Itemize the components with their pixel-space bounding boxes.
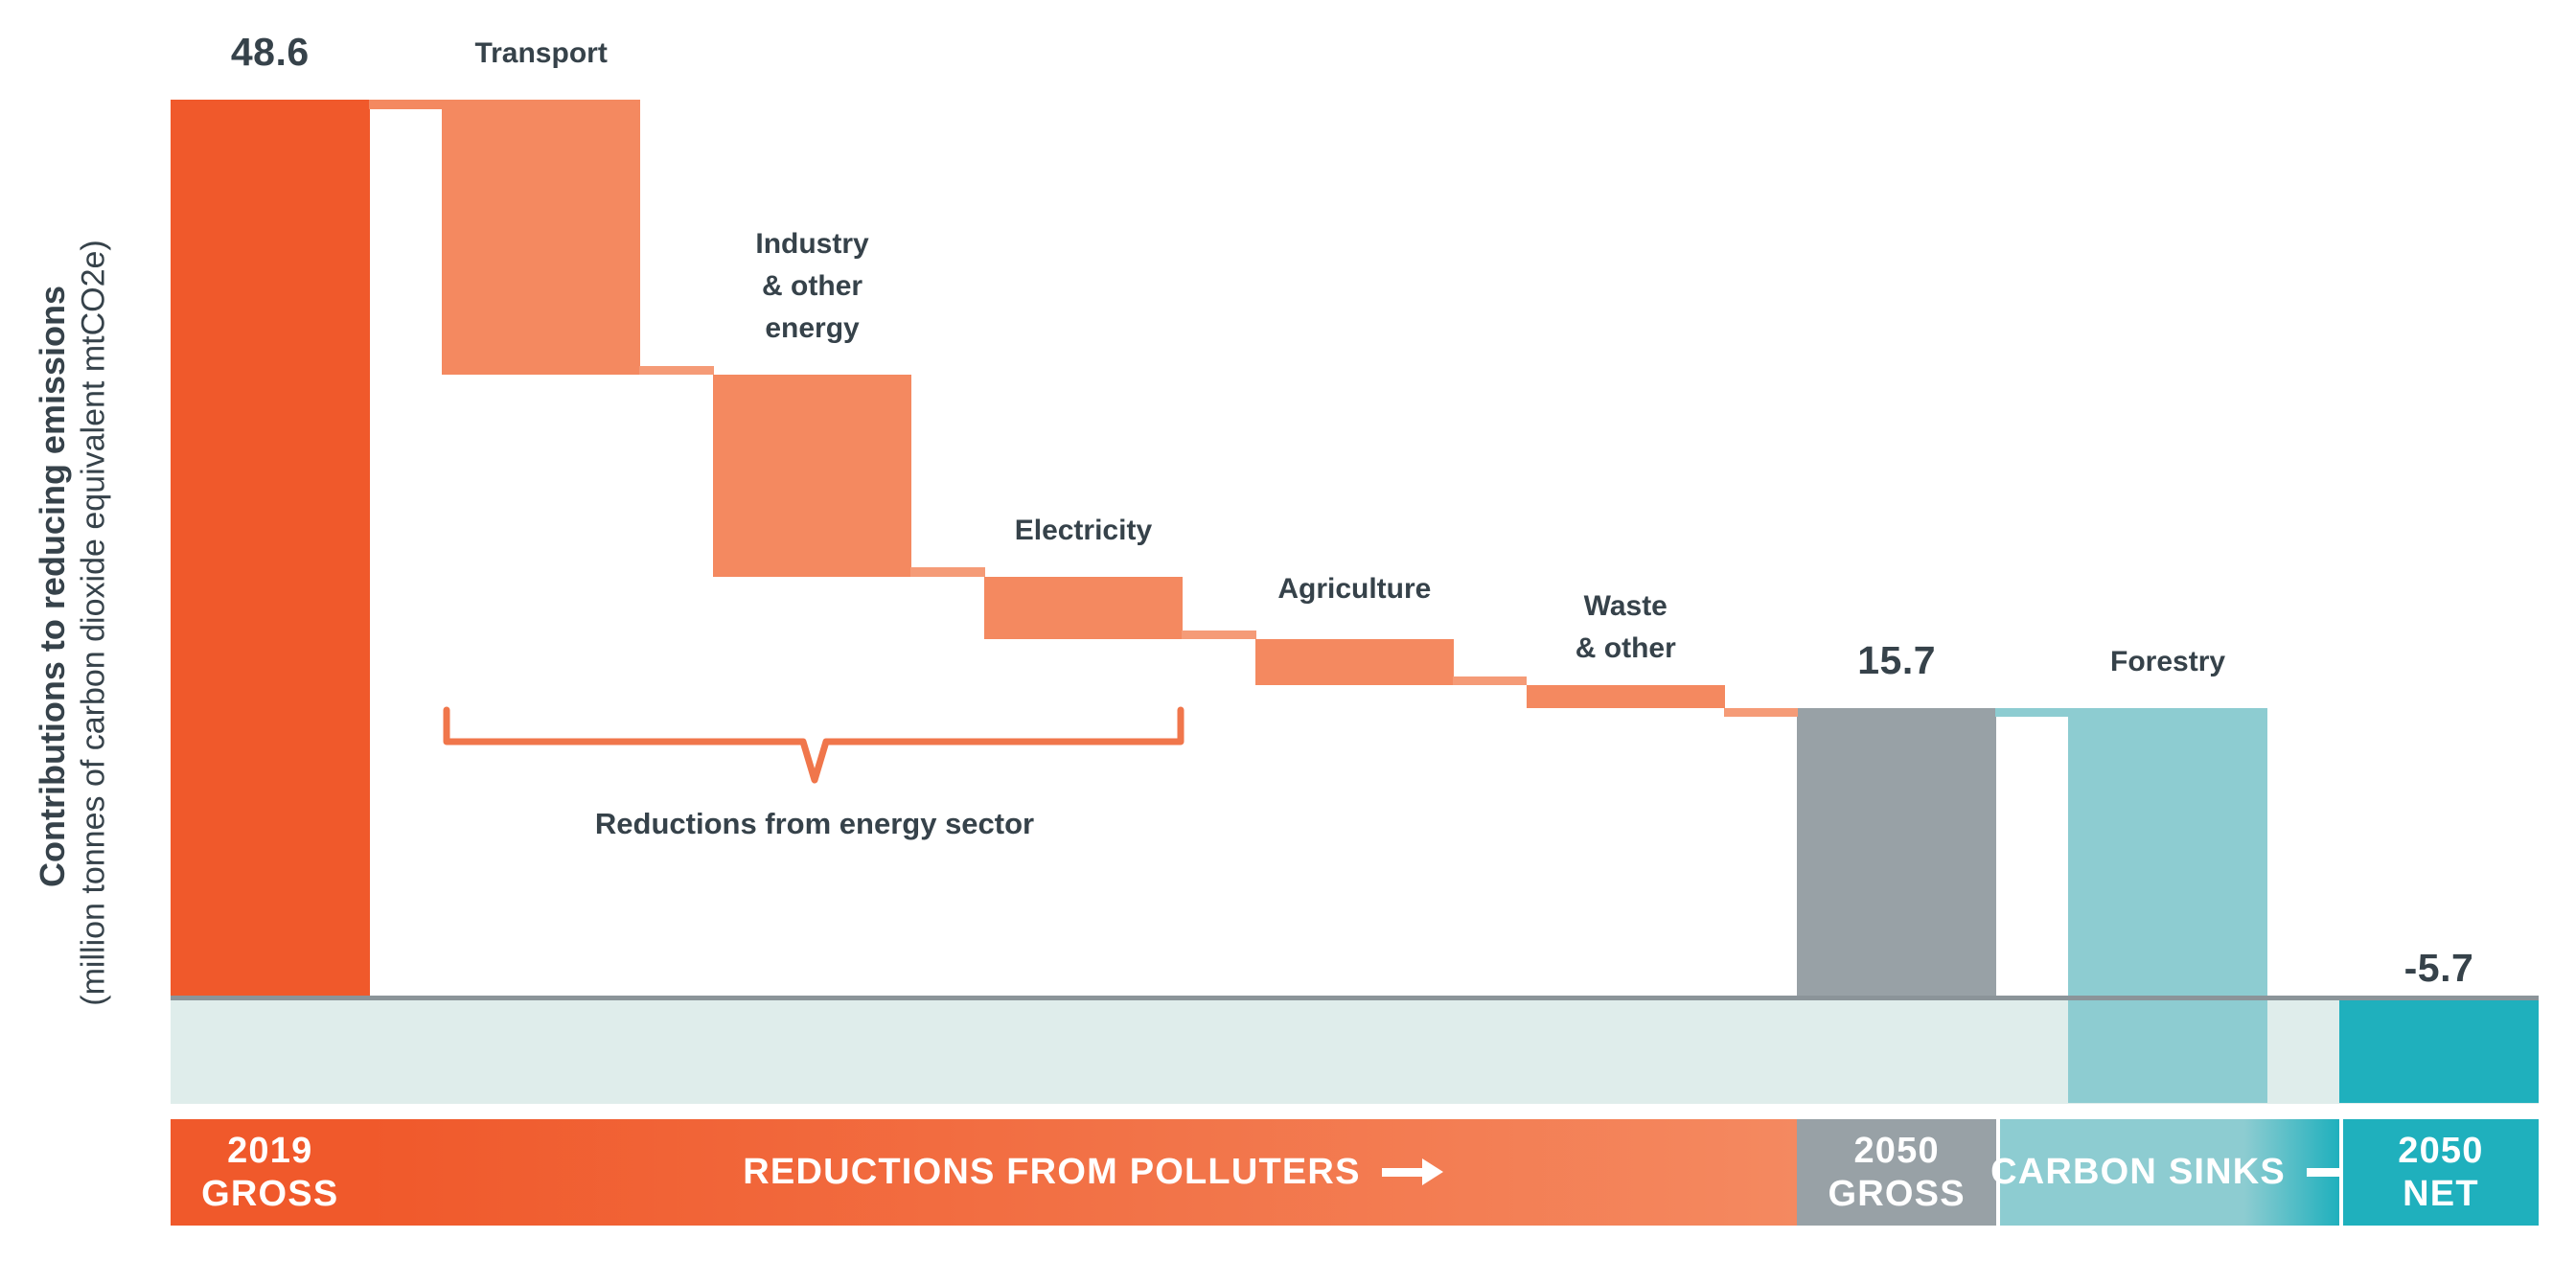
label-net-2050: -5.7 [2404, 945, 2474, 990]
legend-segment-gross-2019: 2019 GROSS [171, 1119, 370, 1226]
connector-industry-to-electricity [910, 567, 985, 577]
bar-gross-2019 [171, 100, 370, 998]
legend-segment-gross-2050: 2050 GROSS [1797, 1119, 1996, 1226]
label-agriculture: Agriculture [1277, 573, 1432, 606]
legend-segment-net-2050: 2050 NET [2339, 1119, 2539, 1226]
legend-label-reductions-from-polluters: REDUCTIONS FROM POLLUTERS [743, 1152, 1361, 1193]
label-industry: Industry & other energy [755, 228, 869, 345]
legend-label-carbon-sinks: CARBON SINKS [1990, 1152, 2286, 1193]
connector-agriculture-to-waste [1453, 676, 1528, 686]
bar-net-2050 [2339, 997, 2539, 1104]
connector-electricity-to-agriculture [1182, 630, 1256, 640]
label-gross-2019: 48.6 [230, 30, 310, 74]
connector-gross-2019-to-transport [368, 100, 443, 109]
bar-agriculture [1254, 639, 1455, 686]
zero-baseline [171, 996, 2539, 1000]
bar-transport [441, 100, 641, 376]
label-waste: Waste & other [1575, 590, 1676, 665]
label-electricity: Electricity [1014, 514, 1153, 546]
bar-forestry [2068, 707, 2267, 1104]
legend-label-gross-2050: 2050 GROSS [1828, 1131, 1966, 1214]
legend-label-net-2050: 2050 NET [2398, 1131, 2484, 1214]
right-arrow-icon [1381, 1158, 1443, 1185]
connector-waste-to-gross-2050 [1724, 707, 1799, 718]
bracket-label: Reductions from energy sector [594, 807, 1035, 840]
label-gross-2050: 15.7 [1857, 637, 1937, 682]
y-axis-title: Contributions to reducing emissions [33, 285, 72, 888]
bar-electricity [983, 576, 1184, 640]
bar-waste [1526, 685, 1725, 708]
connector-transport-to-industry [639, 365, 714, 376]
legend-segment-reductions-from-polluters: REDUCTIONS FROM POLLUTERS [369, 1119, 1798, 1226]
legend-segment-carbon-sinks: CARBON SINKS [1990, 1119, 2368, 1226]
connector-gross-2050-to-forestry [1994, 707, 2070, 718]
legend-label-gross-2019: 2019 GROSS [201, 1131, 339, 1214]
label-forestry: Forestry [2110, 645, 2226, 677]
bar-industry [712, 375, 912, 577]
bar-gross-2050 [1797, 707, 1996, 998]
label-transport: Transport [474, 36, 608, 69]
y-axis-subtitle: (million tonnes of carbon dioxide equiva… [75, 240, 112, 1006]
